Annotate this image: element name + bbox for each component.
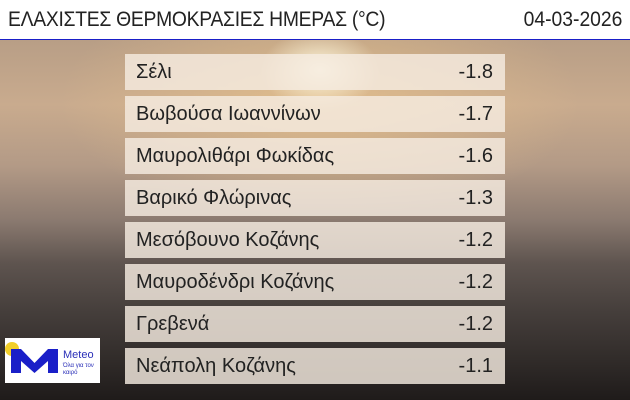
station-name: Βαρικό Φλώρινας — [136, 186, 292, 209]
temperature-value: -1.2 — [458, 270, 493, 293]
date-label: 04-03-2026 — [523, 8, 622, 31]
list-item: Βωβούσα Ιωαννίνων -1.7 — [125, 96, 505, 132]
station-name: Μαυροδένδρι Κοζάνης — [136, 270, 335, 293]
temperature-value: -1.1 — [458, 354, 493, 377]
list-item: Νεάπολη Κοζάνης -1.1 — [125, 348, 505, 384]
temperature-value: -1.6 — [458, 144, 493, 167]
station-name: Σέλι — [136, 60, 172, 83]
list-item: Μεσόβουνο Κοζάνης -1.2 — [125, 222, 505, 258]
list-item: Γρεβενά -1.2 — [125, 306, 505, 342]
m-logo-icon — [11, 349, 58, 373]
meteo-logo: Meteo Όλα για τον καιρό — [5, 338, 100, 383]
page-title: ΕΛΑΧΙΣΤΕΣ ΘΕΡΜΟΚΡΑΣΙΕΣ ΗΜΕΡΑΣ (°C) — [8, 8, 386, 31]
station-name: Μεσόβουνο Κοζάνης — [136, 228, 320, 251]
station-name: Βωβούσα Ιωαννίνων — [136, 102, 321, 125]
header: ΕΛΑΧΙΣΤΕΣ ΘΕΡΜΟΚΡΑΣΙΕΣ ΗΜΕΡΑΣ (°C) 04-03… — [0, 0, 630, 40]
temperature-value: -1.8 — [458, 60, 493, 83]
brand-name: Meteo — [63, 349, 94, 361]
list-item: Σέλι -1.8 — [125, 54, 505, 90]
temperature-value: -1.2 — [458, 228, 493, 251]
brand-tagline: Όλα για τον καιρό — [63, 363, 94, 376]
list-item: Βαρικό Φλώρινας -1.3 — [125, 180, 505, 216]
station-name: Γρεβενά — [136, 312, 210, 335]
list-item: Μαυρολιθάρι Φωκίδας -1.6 — [125, 138, 505, 174]
temperature-value: -1.3 — [458, 186, 493, 209]
station-name: Μαυρολιθάρι Φωκίδας — [136, 144, 335, 167]
station-name: Νεάπολη Κοζάνης — [136, 354, 296, 377]
temperature-list: Σέλι -1.8 Βωβούσα Ιωαννίνων -1.7 Μαυρολιθά… — [125, 54, 505, 390]
list-item: Μαυροδένδρι Κοζάνης -1.2 — [125, 264, 505, 300]
temperature-value: -1.2 — [458, 312, 493, 335]
temperature-value: -1.7 — [458, 102, 493, 125]
